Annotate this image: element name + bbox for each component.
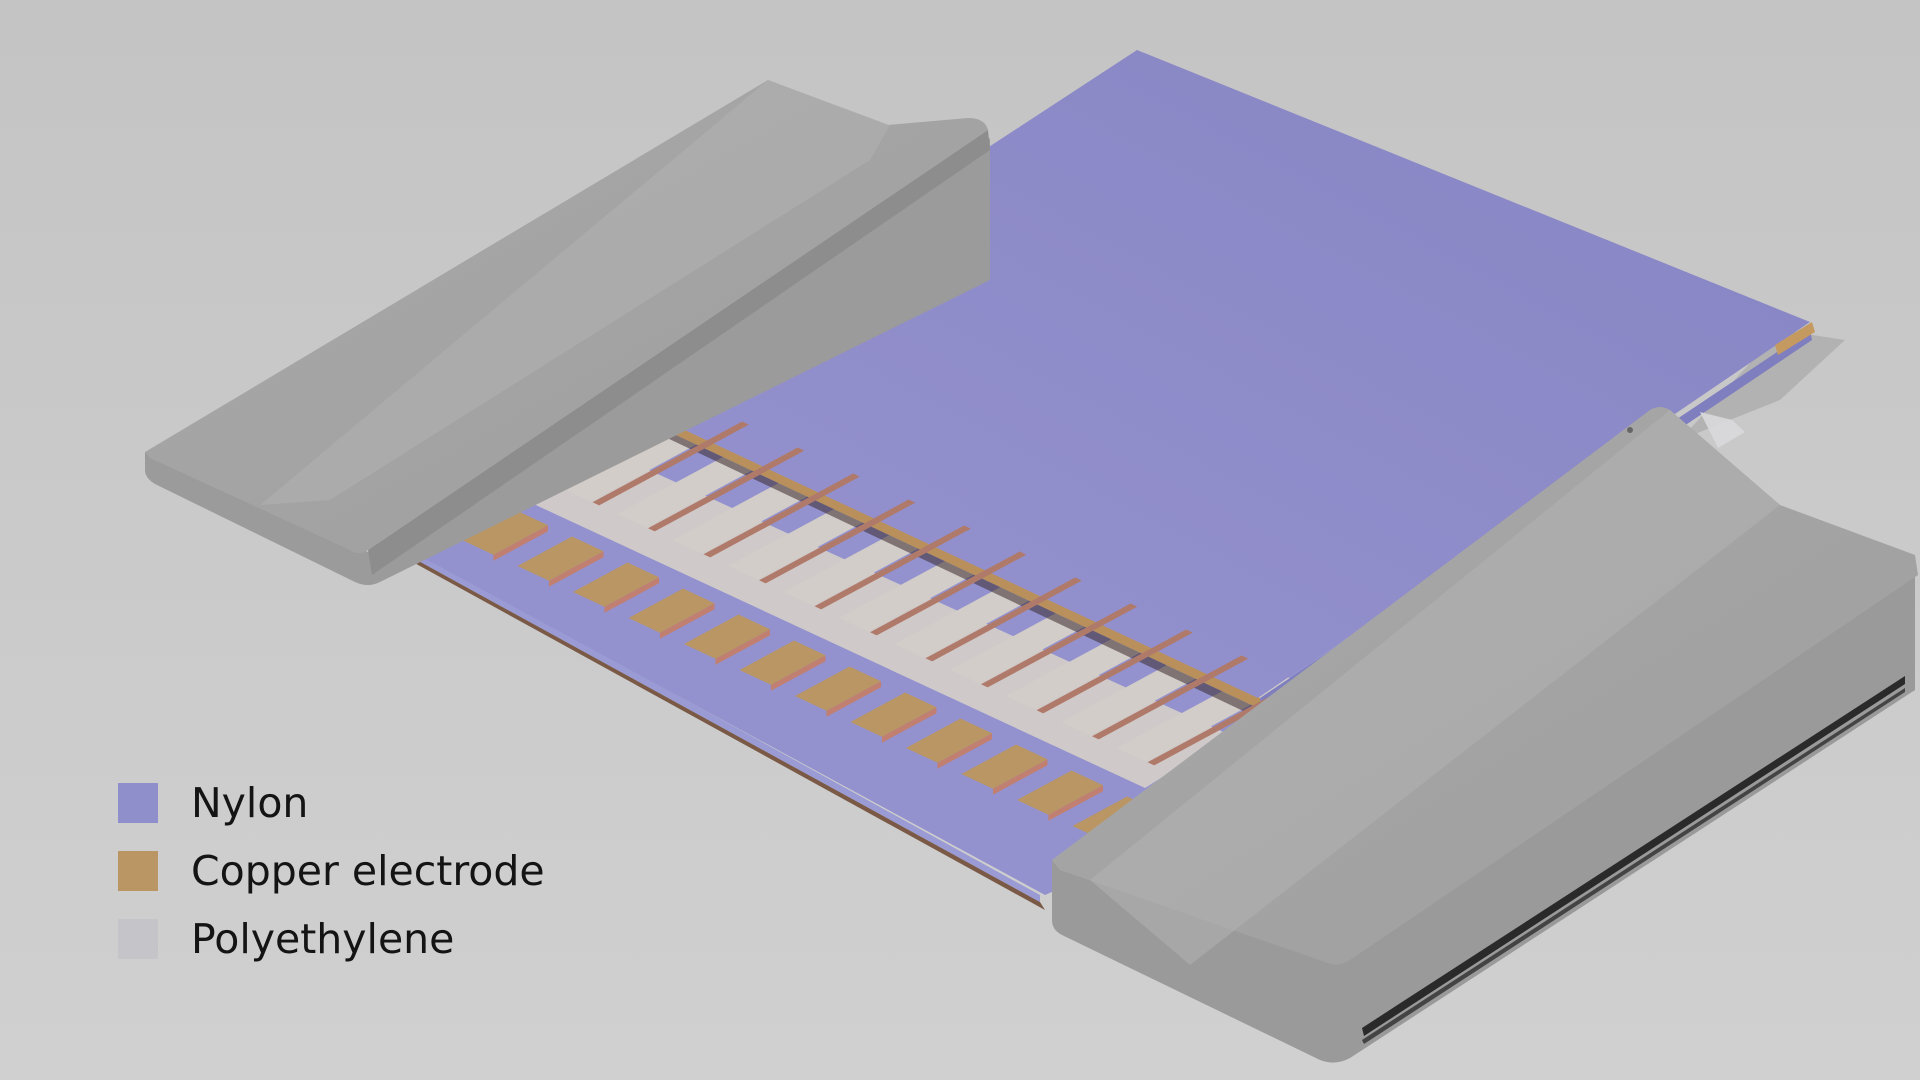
right-holder [1052, 407, 1918, 1063]
electrode-edge [659, 603, 715, 639]
copper-electrode [795, 666, 882, 711]
electrode-edge [881, 707, 937, 743]
left-holder-bevel [260, 80, 890, 505]
left-holder-front [145, 138, 990, 585]
copper-electrode [628, 588, 715, 633]
left-holder [145, 80, 990, 585]
top-plate-shadow-edge [608, 405, 1262, 718]
electrode-edge [937, 733, 993, 769]
electrode-edge [715, 629, 771, 665]
electrode-edge [604, 577, 660, 613]
right-holder-slot [1362, 676, 1905, 1036]
legend-item-copper: Copper electrode [118, 850, 545, 892]
copper-electrode [1017, 770, 1104, 815]
copper-electrode [684, 614, 771, 659]
electrode-edge [826, 681, 882, 717]
device-shadow [1680, 330, 1845, 440]
copper-electrode [517, 536, 604, 581]
copper-electrode [573, 562, 660, 607]
copper-finger-edge [759, 499, 916, 584]
legend-label: Polyethylene [191, 914, 455, 963]
legend-label: Nylon [191, 778, 309, 827]
electrode-edge [493, 525, 549, 561]
copper-finger-edge [1092, 655, 1249, 740]
right-holder-ridge [1090, 410, 1780, 965]
copper-electrode [906, 718, 993, 763]
electrode-edge [1048, 785, 1104, 821]
right-holder-slot-2 [1362, 688, 1905, 1044]
copper-electrode [850, 692, 937, 737]
copper-finger-edge [1036, 629, 1193, 714]
nylon-swatch [118, 783, 158, 823]
copper-electrode [462, 510, 549, 555]
legend-label: Copper electrode [191, 846, 545, 895]
copper-electrode [961, 744, 1048, 789]
copper-finger-edge [703, 473, 860, 558]
legend-item-nylon: Nylon [118, 782, 545, 824]
electrode-edge [548, 551, 604, 587]
copper-swatch [118, 851, 158, 891]
screw-hole [1627, 427, 1633, 433]
legend-item-polyethylene: Polyethylene [118, 918, 545, 960]
copper-finger-edge [648, 447, 805, 532]
left-holder-side [368, 130, 990, 575]
copper-finger-edge [981, 603, 1138, 688]
pe-tab-right [1700, 412, 1745, 448]
copper-finger-edge [814, 525, 971, 610]
top-plate-edge-front [610, 395, 1262, 710]
top-plate-corner-copper [1775, 322, 1815, 355]
copper-finger-edge [592, 421, 749, 506]
electrode-edge [770, 655, 826, 691]
legend: Nylon Copper electrode Polyethylene [118, 782, 545, 960]
polyethylene-swatch [118, 919, 158, 959]
copper-finger-edge [870, 551, 1027, 636]
copper-electrode [739, 640, 826, 685]
electrode-edge [992, 759, 1048, 795]
copper-finger-edge [925, 577, 1082, 662]
